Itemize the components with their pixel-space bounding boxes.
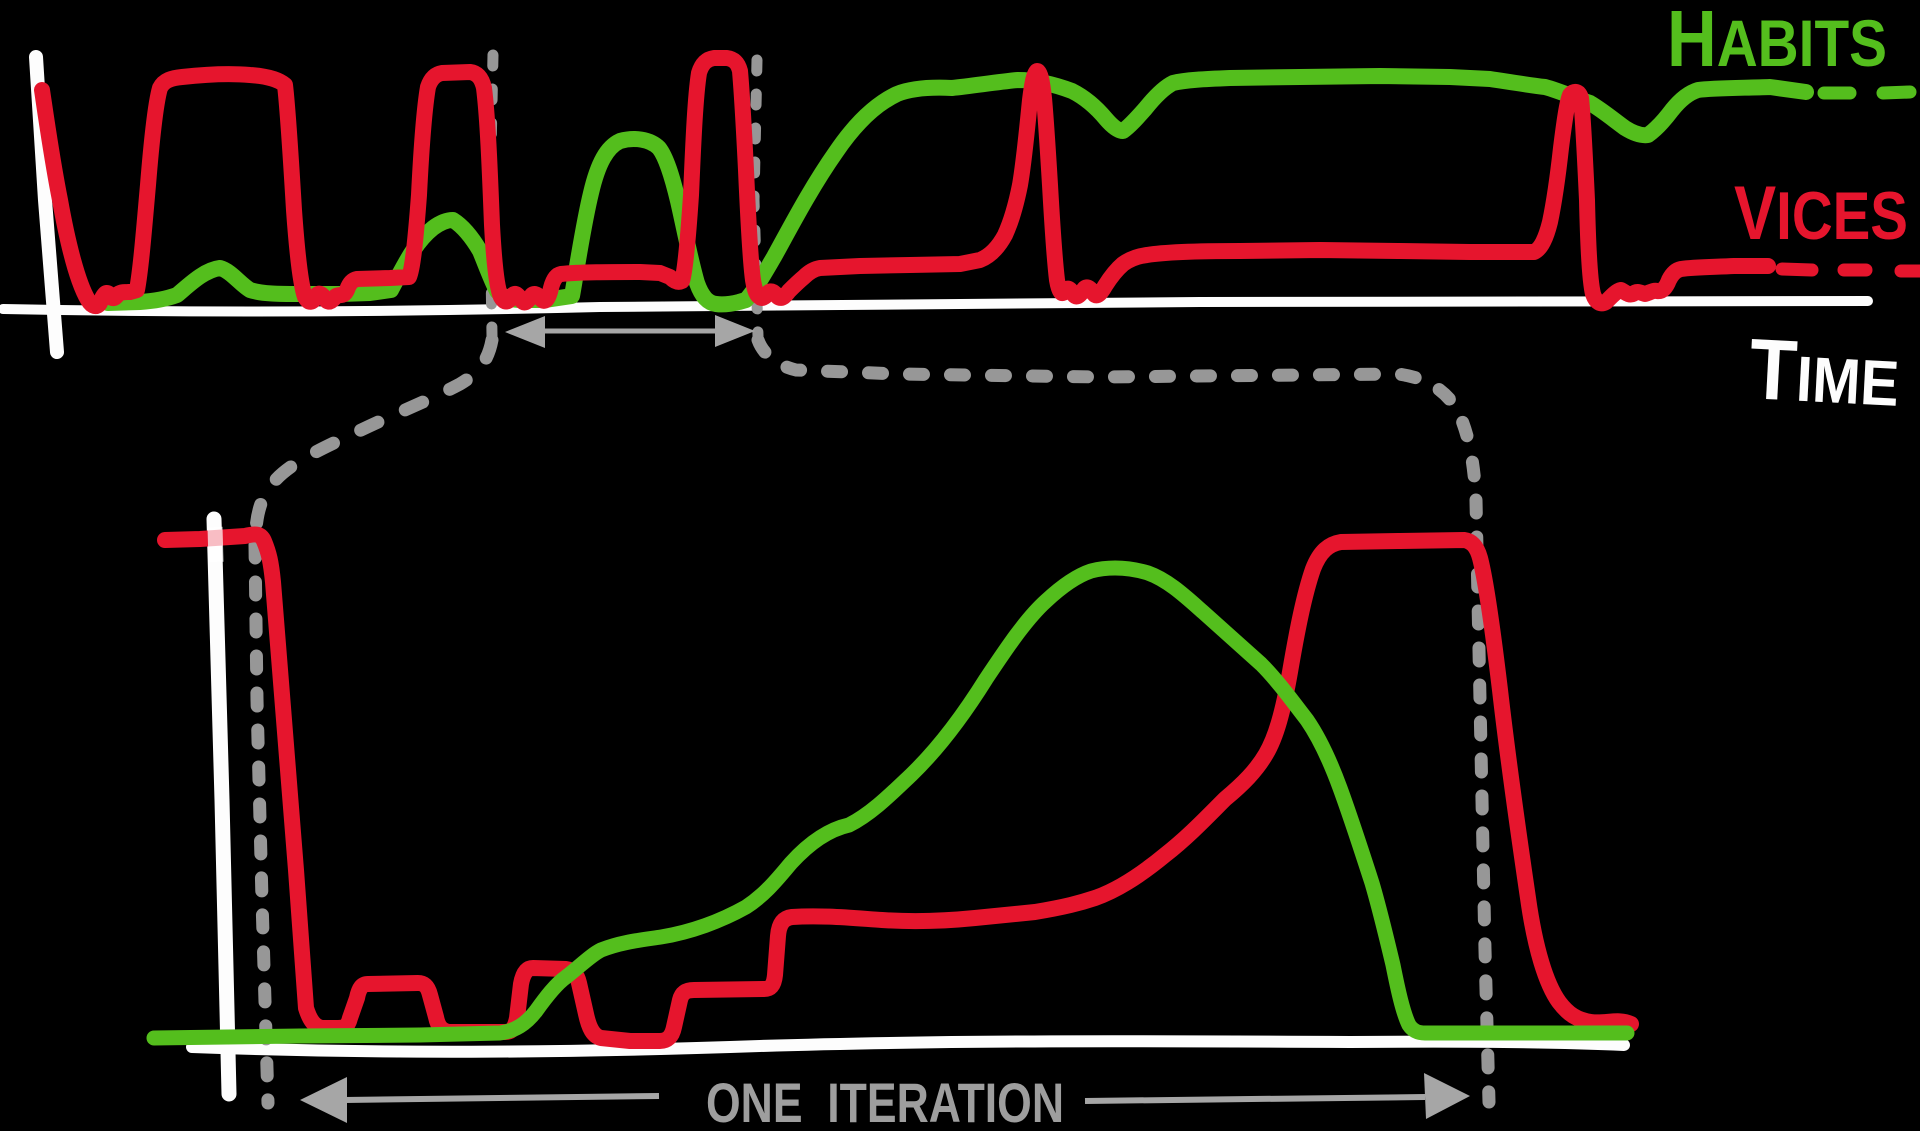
svg-text:ONE ITERATION: ONE ITERATION — [706, 1071, 1064, 1131]
svg-text:HABITS: HABITS — [1667, 0, 1887, 83]
svg-text:VICES: VICES — [1734, 171, 1908, 256]
